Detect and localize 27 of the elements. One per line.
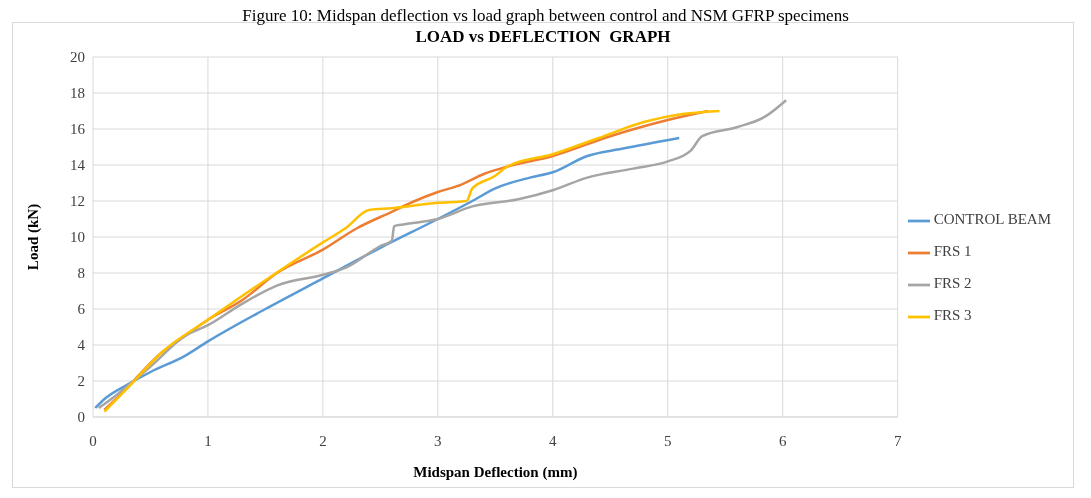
y-axis-title: Load (kN) — [25, 203, 43, 271]
x-tick-label: 2 — [319, 432, 327, 449]
y-tick-label: 18 — [70, 85, 85, 102]
y-tick-label: 10 — [70, 229, 85, 246]
legend-label: FRS 3 — [933, 307, 972, 323]
legend-label: FRS 2 — [933, 275, 972, 291]
y-tick-label: 2 — [77, 373, 85, 390]
y-tick-label: 6 — [77, 301, 86, 318]
caption: Figure 10: Midspan deflection vs load graph between control and NSM GFRP specimens — [241, 6, 850, 25]
legend-label: CONTROL BEAM — [933, 211, 1051, 227]
x-tick-label: 0 — [89, 432, 97, 449]
y-tick-label: 4 — [77, 337, 86, 354]
y-tick-label: 12 — [70, 193, 85, 210]
y-tick-label: 14 — [70, 157, 86, 174]
chart-title: LOAD vs DEFLECTION GRAPH — [414, 27, 672, 47]
x-tick-label: 4 — [549, 432, 558, 449]
y-tick-label: 0 — [77, 409, 85, 426]
x-tick-label: 7 — [893, 432, 902, 449]
y-tick-label: 8 — [77, 265, 85, 282]
legend-label: FRS 1 — [933, 243, 972, 259]
y-tick-label: 16 — [70, 121, 86, 138]
x-tick-label: 5 — [663, 432, 672, 449]
x-axis-title: Midspan Deflection (mm) — [413, 464, 578, 481]
y-tick-label: 20 — [70, 49, 85, 66]
x-tick-label: 6 — [778, 432, 787, 449]
x-tick-label: 3 — [434, 432, 442, 449]
x-tick-label: 1 — [204, 432, 212, 449]
